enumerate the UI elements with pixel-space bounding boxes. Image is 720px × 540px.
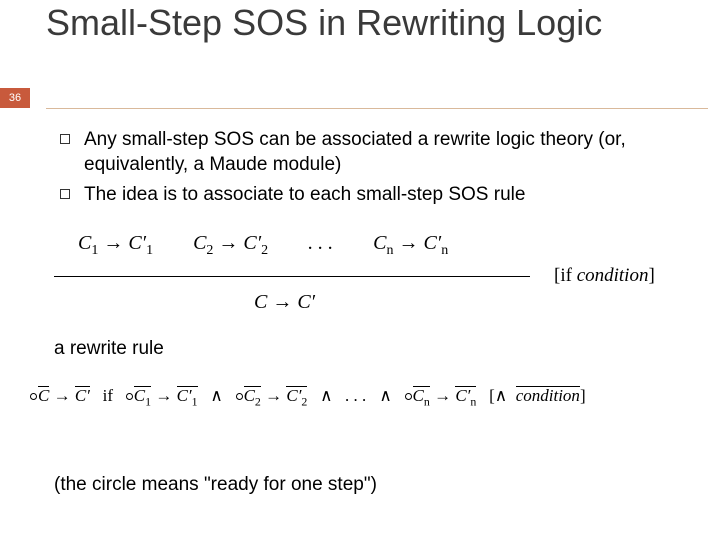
premise: C1 → C′1 bbox=[78, 232, 153, 259]
circle-icon bbox=[30, 393, 37, 400]
bullet-marker-icon bbox=[60, 134, 70, 144]
conclusion: C → C′ bbox=[54, 287, 700, 314]
circle-icon bbox=[126, 393, 133, 400]
premise: C2 → C′2 bbox=[193, 232, 268, 259]
sos-rule-formula: C1 → C′1 C2 → C′2 . . . Cn → C′n [if con… bbox=[54, 232, 700, 314]
bullet-marker-icon bbox=[60, 189, 70, 199]
premise: Cn → C′n bbox=[373, 232, 448, 259]
premises-row: C1 → C′1 C2 → C′2 . . . Cn → C′n bbox=[54, 232, 700, 265]
premise-dots: . . . bbox=[308, 232, 333, 255]
mid-text: a rewrite rule bbox=[54, 338, 164, 360]
bullet-list: Any small-step SOS can be associated a r… bbox=[60, 128, 690, 214]
inference-line bbox=[54, 276, 530, 277]
slide-number-badge: 36 bbox=[0, 88, 30, 108]
slide-title: Small-Step SOS in Rewriting Logic bbox=[46, 2, 686, 43]
title-divider bbox=[46, 108, 708, 109]
condition-annotation: [if condition] bbox=[554, 265, 655, 287]
circle-icon bbox=[236, 393, 243, 400]
list-item: The idea is to associate to each small-s… bbox=[60, 183, 690, 208]
rule-line-row: [if condition] bbox=[54, 265, 700, 287]
circle-icon bbox=[405, 393, 412, 400]
bullet-text: Any small-step SOS can be associated a r… bbox=[84, 128, 690, 177]
list-item: Any small-step SOS can be associated a r… bbox=[60, 128, 690, 177]
rewrite-rule-formula: C → C′ if C1 → C′1 ∧ C2 → C′2 ∧ . . . ∧ … bbox=[30, 386, 710, 408]
bullet-text: The idea is to associate to each small-s… bbox=[84, 183, 525, 208]
footer-text: (the circle means "ready for one step") bbox=[54, 474, 377, 496]
